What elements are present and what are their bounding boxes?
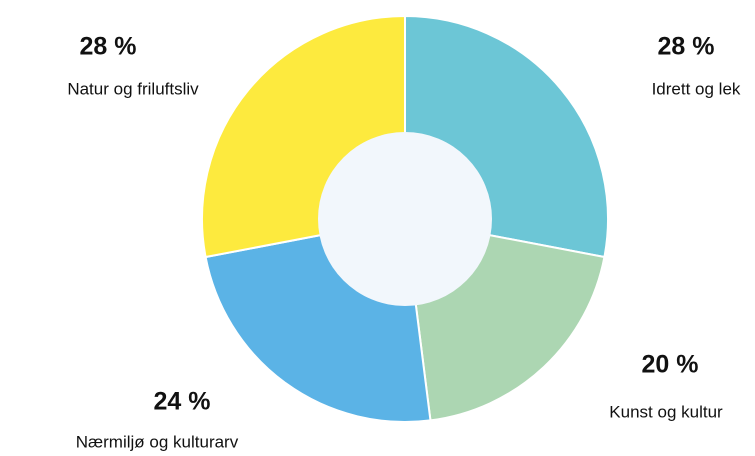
value-label: 24 % (154, 388, 211, 416)
category-label: Kunst og kultur (609, 402, 723, 421)
category-label: Idrett og lek (652, 79, 741, 98)
value-label: 28 % (658, 33, 715, 61)
category-label: Nærmiljø og kulturarv (76, 432, 239, 451)
value-label: 28 % (80, 33, 137, 61)
category-label: Natur og friluftsliv (67, 79, 199, 98)
value-label: 20 % (642, 351, 699, 379)
donut-hole (318, 132, 492, 306)
